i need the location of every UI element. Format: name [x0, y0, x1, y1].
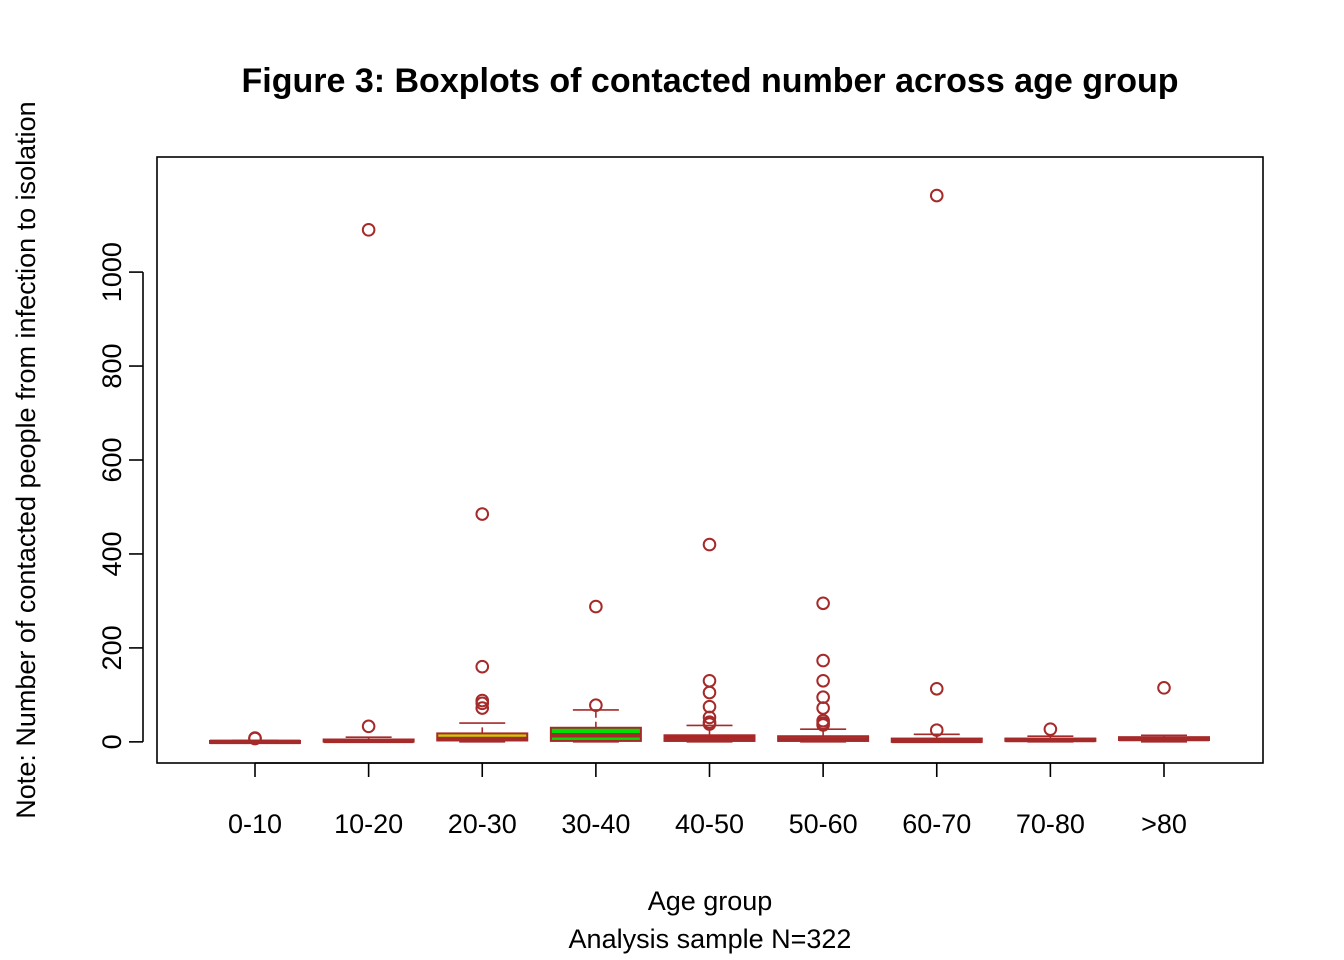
outlier-point	[929, 681, 944, 696]
box-10-20	[322, 223, 415, 744]
x-tick-label: 10-20	[334, 809, 403, 839]
outlier-point	[475, 696, 490, 711]
outlier-point	[929, 723, 944, 737]
box-20-30	[436, 507, 529, 743]
x-tick-label: 0-10	[228, 809, 282, 839]
outlier-point	[816, 673, 830, 688]
x-tick-label: 30-40	[561, 809, 630, 839]
box-0-10	[209, 731, 301, 746]
outlier-point	[1043, 722, 1058, 736]
outlier-point	[475, 507, 490, 521]
y-tick-label: 800	[97, 344, 127, 389]
plot-frame	[156, 156, 1264, 764]
y-tick-label: 600	[97, 437, 127, 482]
outlier-point	[589, 698, 603, 713]
y-axis-label: Note: Number of contacted people from in…	[11, 101, 41, 818]
y-tick-label: 200	[97, 625, 127, 670]
y-tick-label: 1000	[97, 242, 127, 302]
outlier-point	[816, 596, 830, 611]
chart-title: Figure 3: Boxplots of contacted number a…	[241, 62, 1178, 100]
x-axis-sublabel: Analysis sample N=322	[569, 924, 852, 954]
x-axis-label: Age group	[648, 886, 773, 916]
x-tick-label: 40-50	[675, 809, 744, 839]
box->80	[1118, 681, 1210, 743]
outlier-point	[475, 659, 490, 674]
box-30-40	[549, 599, 642, 743]
outlier-point	[361, 719, 376, 734]
box-50-60	[777, 596, 870, 743]
outlier-point	[1157, 681, 1171, 695]
outlier-point	[361, 223, 376, 237]
x-tick-label: 20-30	[448, 809, 517, 839]
x-tick-label: 50-60	[789, 809, 858, 839]
outlier-point	[475, 701, 490, 715]
outlier-point	[248, 731, 262, 745]
outlier-point	[816, 653, 830, 668]
outlier-point	[702, 673, 717, 688]
outlier-point	[929, 188, 944, 203]
outlier-point	[702, 717, 717, 731]
box-60-70	[890, 188, 983, 744]
outlier-point	[589, 599, 603, 614]
y-axis: 0 200 400 600 800 1000	[97, 242, 144, 749]
x-tick-label: 70-80	[1016, 809, 1085, 839]
x-axis: 0-10 10-20 20-30 30-40 40-50 50-60 60-70 70-80 >…	[228, 762, 1187, 839]
outlier-point	[702, 710, 717, 725]
box-40-50	[663, 537, 756, 743]
boxes-group	[209, 188, 1210, 746]
outlier-point	[702, 685, 717, 700]
outlier-point	[702, 537, 717, 552]
x-tick-label: 60-70	[902, 809, 971, 839]
outlier-point	[816, 718, 830, 732]
y-tick-label: 0	[97, 734, 127, 749]
y-tick-label: 400	[97, 531, 127, 576]
x-tick-label: >80	[1141, 809, 1187, 839]
outlier-point	[816, 701, 830, 715]
box-70-80	[1004, 722, 1097, 743]
